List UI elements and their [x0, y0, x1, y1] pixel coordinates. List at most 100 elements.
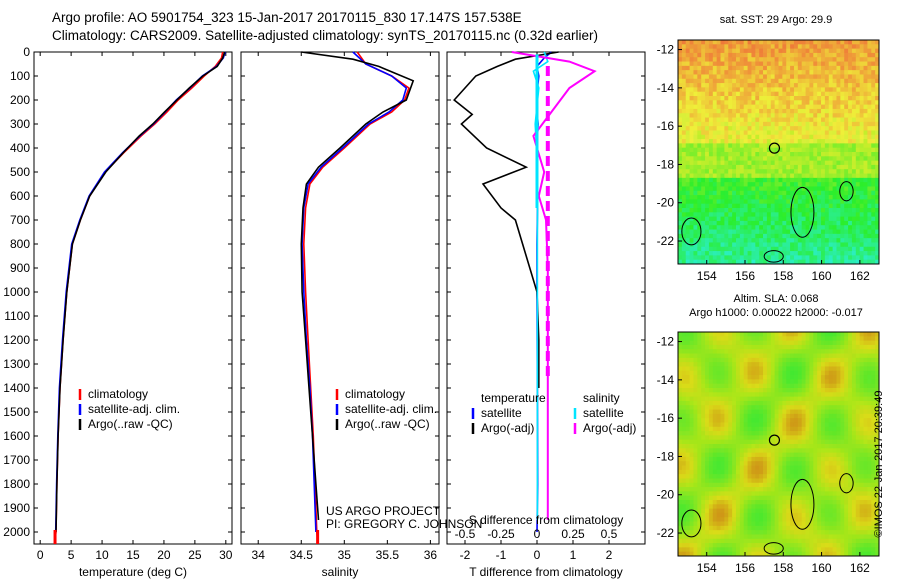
map-cell [809, 332, 814, 337]
map-cell [770, 130, 776, 136]
map-cell [681, 246, 687, 252]
map-cell [859, 225, 864, 230]
map-cell [786, 255, 791, 261]
map-cell [821, 70, 826, 75]
map-cell [774, 388, 779, 393]
map-cell [697, 418, 702, 423]
map-cell [786, 461, 791, 466]
map-cell [678, 469, 683, 475]
map-cell [809, 96, 814, 101]
x-tick-label: -2 [460, 548, 471, 562]
map-cell [805, 396, 810, 402]
map-cell [755, 186, 760, 192]
map-cell [871, 65, 876, 71]
map-cell [790, 349, 795, 354]
map-cell [871, 353, 876, 359]
map-cell [805, 52, 810, 58]
map-cell [716, 121, 721, 127]
map-cell [678, 229, 683, 235]
map-cell [728, 409, 733, 415]
map-cell [693, 139, 698, 144]
map-cell [782, 413, 787, 419]
map-cell [712, 87, 718, 93]
map-cell [813, 44, 818, 50]
map-cell [848, 44, 853, 50]
salinity-tick-label: 0.25 [561, 527, 585, 541]
map-cell [712, 383, 718, 389]
map-cell [855, 169, 861, 174]
map-cell [701, 491, 706, 497]
map-cell [732, 400, 737, 406]
map-cell [705, 332, 710, 337]
map-cell [782, 357, 787, 363]
map-cell [813, 362, 818, 367]
map-cell [871, 220, 876, 226]
map-cell [693, 418, 698, 423]
map-cell [782, 108, 787, 114]
map-cell [759, 199, 764, 205]
map-cell [739, 203, 745, 209]
map-cell [763, 422, 768, 428]
map-cell [681, 375, 687, 380]
map-cell [824, 203, 830, 209]
map-cell [805, 242, 810, 248]
map-cell [755, 182, 760, 187]
map-cell [859, 182, 864, 187]
map-cell [708, 448, 714, 454]
map-cell [701, 357, 706, 363]
map-cell [875, 383, 880, 389]
map-cell [867, 52, 872, 58]
map-cell [728, 134, 733, 140]
map-cell [851, 469, 857, 475]
map-cell [770, 452, 776, 458]
map-cell [759, 495, 764, 501]
map-cell [824, 255, 830, 261]
map-cell [875, 74, 880, 80]
map-cell [782, 392, 787, 398]
map-cell [774, 212, 779, 218]
map-cell [774, 340, 779, 346]
map-cell [732, 444, 737, 449]
map-cell [809, 108, 814, 114]
map-cell [793, 83, 799, 88]
map-cell [689, 456, 694, 462]
map-cell [828, 121, 834, 127]
map-cell [867, 229, 872, 235]
map-cell [732, 370, 737, 376]
map-cell [813, 259, 818, 265]
map-cell [867, 422, 872, 428]
map-cell [855, 126, 861, 131]
map-cell [813, 400, 818, 406]
map-cell [824, 182, 830, 187]
map-cell [770, 156, 776, 162]
map-cell [720, 216, 725, 222]
map-cell [774, 478, 779, 484]
map-cell [824, 366, 830, 372]
map-cell [678, 431, 683, 436]
map-cell [701, 182, 706, 187]
map-cell [790, 388, 795, 393]
map-cell [848, 238, 853, 243]
map-cell [766, 353, 772, 359]
map-cell [743, 78, 748, 84]
map-cell [689, 65, 694, 71]
map-cell [712, 238, 718, 243]
map-cell [697, 375, 702, 380]
map-cell [832, 444, 837, 449]
map-cell [844, 216, 849, 222]
map-cell [724, 370, 729, 376]
x-tick-label: 25 [188, 548, 202, 562]
map-cell [797, 413, 803, 419]
map-cell [751, 439, 756, 445]
map-cell [875, 448, 880, 454]
map-cell [701, 169, 706, 174]
map-cell [735, 126, 741, 131]
map-cell [739, 87, 745, 93]
map-cell [813, 100, 818, 106]
map-cell [782, 349, 787, 354]
map-cell [716, 44, 721, 50]
map-cell [759, 251, 764, 256]
map-cell [844, 87, 849, 93]
map-cell [840, 370, 845, 376]
map-cell [720, 156, 725, 162]
